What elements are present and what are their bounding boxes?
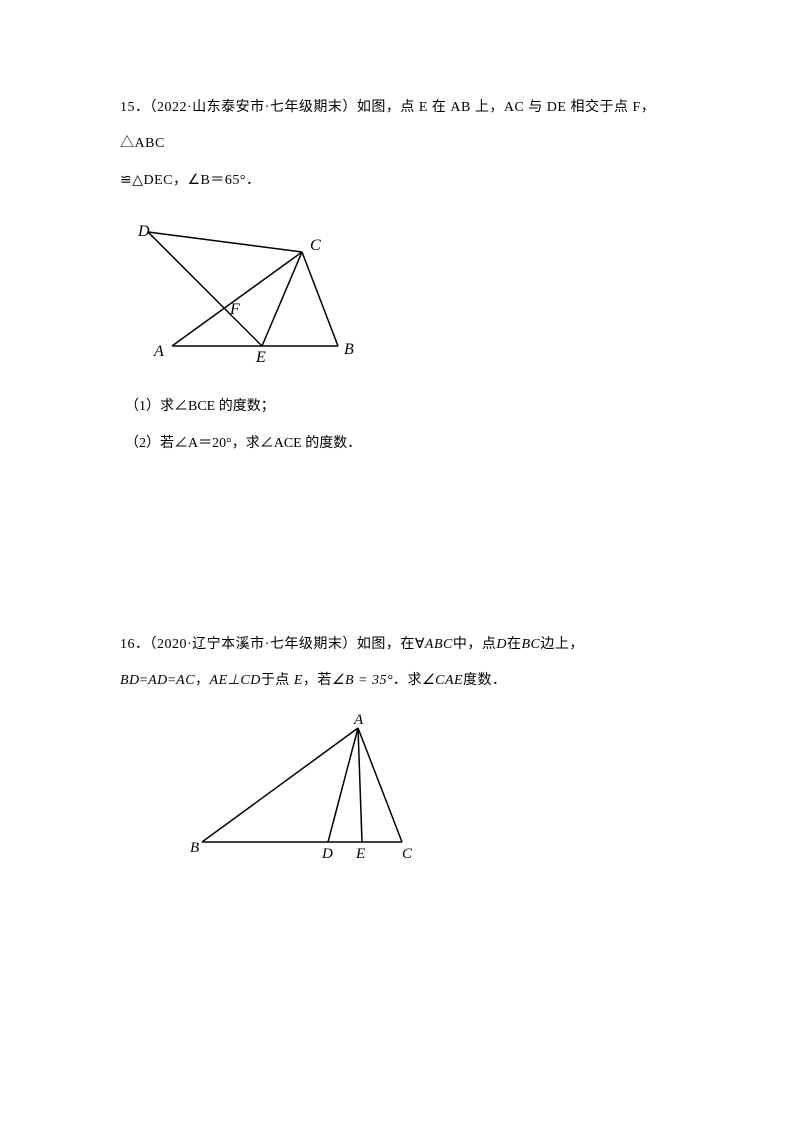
problem-15-text: 15．（2022·山东泰安市·七年级期末）如图，点 E 在 AB 上，AC 与 … bbox=[120, 90, 699, 163]
angle-b: ∠B bbox=[332, 673, 354, 688]
problem-15-line2: ≌△DEC，∠B＝65°． bbox=[120, 163, 699, 199]
angle-cae: ∠CAE bbox=[422, 673, 463, 688]
svg-text:D: D bbox=[321, 846, 333, 862]
eq35: = 35° bbox=[354, 673, 393, 688]
perp: ⊥ bbox=[228, 673, 241, 688]
bd-label: BD bbox=[120, 673, 140, 688]
svg-text:E: E bbox=[255, 349, 266, 366]
svg-text:D: D bbox=[137, 223, 150, 240]
problem-source: （2022·山东泰安市·七年级期末） bbox=[150, 100, 357, 115]
problem-15-diagram: D C A E B F bbox=[130, 214, 699, 374]
svg-text:A: A bbox=[353, 712, 364, 728]
svg-text:B: B bbox=[190, 840, 199, 856]
text-if: ，若 bbox=[303, 673, 332, 688]
sub-question-1: （1）求∠BCE 的度数； bbox=[125, 389, 699, 425]
abc-label: ABC bbox=[425, 637, 453, 652]
text-1: 如图，在 bbox=[357, 637, 415, 652]
eq1: = bbox=[140, 673, 148, 688]
ae-label: AE bbox=[210, 673, 228, 688]
triangle-diagram-1: D C A E B F bbox=[130, 214, 360, 374]
problem-number: 15 bbox=[120, 100, 135, 115]
text-at: 于点 bbox=[261, 673, 290, 688]
problem-15: 15．（2022·山东泰安市·七年级期末）如图，点 E 在 AB 上，AC 与 … bbox=[120, 90, 699, 462]
d-label: D bbox=[496, 637, 507, 652]
text-2: 中，点 bbox=[453, 637, 497, 652]
problem-number: 16 bbox=[120, 637, 135, 652]
triangle-diagram-2: A B D E C bbox=[180, 710, 460, 870]
ad-label: AD bbox=[148, 673, 168, 688]
cd-label: CD bbox=[240, 673, 260, 688]
svg-text:B: B bbox=[344, 341, 354, 358]
forall-icon: ∀ bbox=[415, 637, 425, 652]
svg-text:E: E bbox=[355, 846, 365, 862]
svg-text:A: A bbox=[153, 343, 164, 360]
eq2: = bbox=[168, 673, 176, 688]
problem-source: （2020·辽宁本溪市·七年级期末） bbox=[150, 637, 357, 652]
sub-question-2: （2）若∠A＝20°，求∠ACE 的度数． bbox=[125, 426, 699, 462]
problem-16-diagram: A B D E C bbox=[180, 710, 699, 870]
problem-16: 16．（2020·辽宁本溪市·七年级期末）如图，在∀ABC中，点D在BC边上， … bbox=[120, 627, 699, 870]
e-label: E bbox=[294, 673, 303, 688]
problem-16-line1: 16．（2020·辽宁本溪市·七年级期末）如图，在∀ABC中，点D在BC边上， bbox=[120, 627, 699, 663]
comma1: ， bbox=[195, 673, 210, 688]
svg-text:C: C bbox=[402, 846, 413, 862]
bc-label: BC bbox=[521, 637, 540, 652]
text-degree: 度数． bbox=[463, 673, 507, 688]
svg-text:C: C bbox=[310, 237, 321, 254]
ac-label: AC bbox=[176, 673, 195, 688]
text-3: 在 bbox=[507, 637, 522, 652]
svg-text:F: F bbox=[229, 301, 240, 318]
text-4: 边上， bbox=[540, 637, 584, 652]
problem-16-line2: BD=AD=AC，AE⊥CD于点 E，若∠B = 35°．求∠CAE度数． bbox=[120, 663, 699, 699]
text-find: ．求 bbox=[393, 673, 422, 688]
